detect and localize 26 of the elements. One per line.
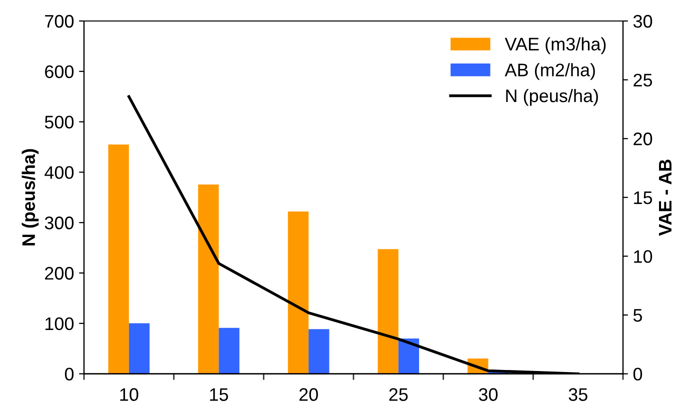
y-tick-label: 600 (45, 65, 74, 78)
legend-label: N (peus/ha) (506, 88, 598, 106)
x-tick-label: 35 (568, 388, 588, 401)
legend-label: AB (m2/ha) (504, 63, 595, 80)
y2-tick-label: 25 (634, 74, 652, 87)
x-tick-label: 20 (299, 388, 318, 401)
y-tick-label: 500 (44, 116, 74, 129)
y-tick-label: 200 (45, 266, 74, 280)
y2-tick-label: 10 (634, 250, 652, 263)
y-tick-label: 700 (45, 14, 74, 28)
y-tick-label: 400 (44, 166, 74, 179)
y2-tick-label: 20 (634, 132, 652, 146)
y-tick-label: 300 (44, 216, 74, 230)
y-axis-title: N (peus/ha) (22, 149, 39, 246)
x-tick-label: 15 (210, 388, 228, 401)
y2-tick-label: 5 (633, 309, 642, 322)
y2-tick-label: 30 (633, 14, 652, 28)
y2-tick-label: 15 (634, 192, 652, 204)
legend-label: VAE (m3/ha) (504, 37, 606, 54)
x-tick-label: 25 (389, 388, 408, 401)
x-tick-label: 10 (120, 388, 138, 401)
y2-axis-title: VAE - AB (659, 160, 672, 236)
x-tick-label: 30 (478, 388, 498, 401)
y2-tick-label: 0 (633, 368, 642, 381)
y-tick-label: 0 (64, 368, 74, 381)
y-tick-label: 100 (46, 317, 74, 330)
